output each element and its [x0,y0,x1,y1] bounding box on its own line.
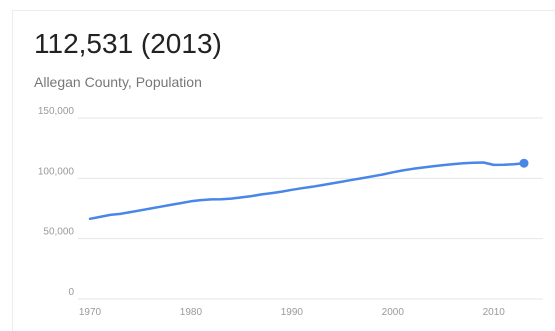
x-tick-label: 1980 [180,307,203,318]
latest-value-point[interactable] [519,158,529,168]
x-tick-label: 1970 [79,307,102,318]
x-tick-label: 1990 [281,307,304,318]
y-axis-ticks: 0 50,000 100,000 150,000 [38,106,75,298]
chart-subtitle: Allegan County, Population [34,74,202,90]
y-tick-label: 0 [68,287,74,298]
y-tick-label: 50,000 [43,227,74,238]
headline-value: 112,531 (2013) [34,28,222,59]
y-tick-label: 150,000 [38,106,75,117]
population-card [12,10,555,331]
x-tick-label: 2010 [483,307,506,318]
series-layer [88,158,529,221]
x-tick-label: 2000 [382,307,405,318]
y-tick-label: 100,000 [38,166,75,177]
x-axis-ticks: 1970 1980 1990 2000 2010 [79,307,505,318]
population-series-line [88,161,526,221]
grid-layer [78,117,543,300]
